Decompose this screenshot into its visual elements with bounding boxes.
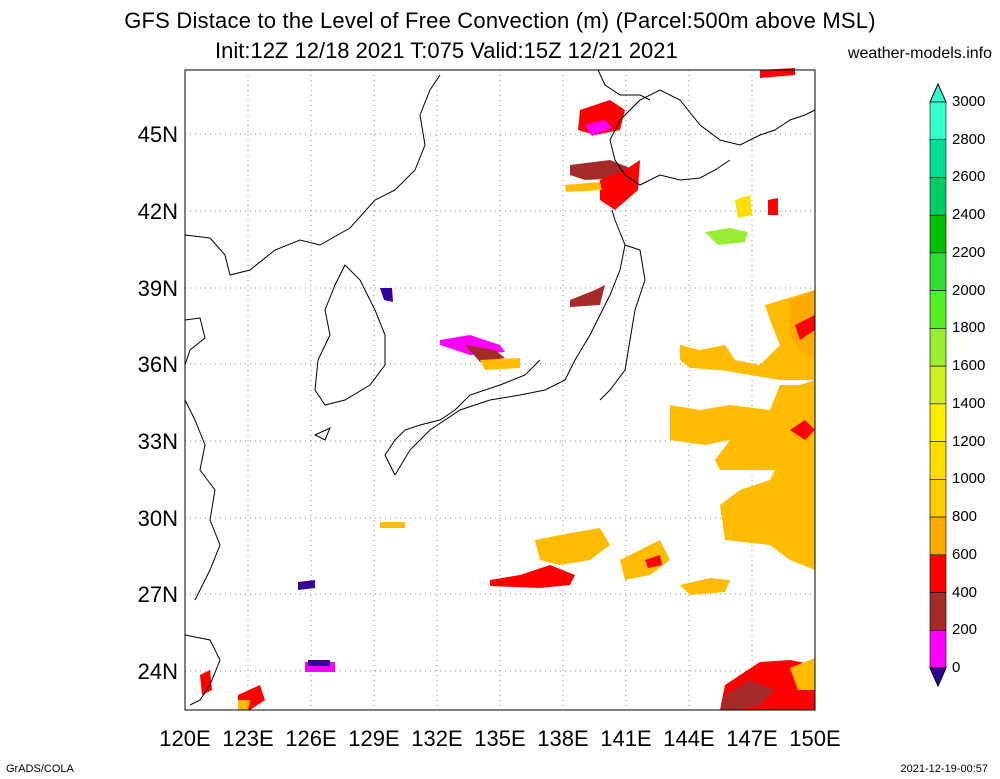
map-subtitle: Init:12Z 12/18 2021 T:075 Valid:15Z 12/2… (215, 38, 678, 63)
lat-label: 45N (137, 122, 178, 147)
colorbar-swatch (929, 441, 947, 480)
map-title: GFS Distace to the Level of Free Convect… (124, 8, 876, 33)
colorbar-label: 2400 (952, 206, 986, 224)
footer-credit: GrADS/COLA (6, 763, 74, 775)
colorbar-swatch (929, 101, 947, 141)
colorbar (929, 82, 947, 688)
lon-label: 123E (222, 726, 274, 751)
colorbar-label: 200 (952, 621, 978, 639)
colorbar-swatch (929, 365, 947, 405)
colorbar-swatch (929, 554, 947, 593)
colorbar-bottom-arrow (929, 667, 947, 688)
lon-label: 147E (726, 726, 778, 751)
colorbar-label: 3000 (952, 93, 986, 110)
lat-label: 27N (137, 582, 178, 607)
lon-label: 132E (411, 726, 463, 751)
colorbar-swatch (929, 629, 947, 669)
lat-label: 24N (137, 659, 178, 684)
colorbar-label: 2200 (952, 243, 986, 261)
colorbar-label: 2600 (952, 168, 986, 186)
lat-label: 36N (137, 352, 178, 377)
map-frame (184, 69, 816, 711)
colorbar-swatch (929, 139, 947, 178)
lon-label: 144E (663, 726, 715, 751)
colorbar-label: 2800 (952, 130, 986, 148)
lon-label: 150E (789, 726, 841, 751)
colorbar-label: 0 (952, 659, 961, 676)
colorbar-swatch (929, 214, 947, 254)
colorbar-label: 1400 (952, 394, 986, 412)
lfc-field (200, 68, 815, 710)
lon-label: 138E (537, 726, 589, 751)
colorbar-label: 800 (952, 508, 978, 526)
lon-label: 141E (600, 726, 652, 751)
colorbar-swatch (929, 252, 947, 291)
colorbar-swatch (929, 516, 947, 556)
colorbar-swatch (929, 403, 947, 442)
lon-label: 120E (159, 726, 211, 751)
colorbar-label: 600 (952, 545, 978, 563)
lat-label: 39N (137, 276, 178, 301)
site-credit: weather-models.info (847, 45, 992, 62)
lon-label: 135E (474, 726, 526, 751)
lat-label: 42N (137, 199, 178, 224)
colorbar-swatch (929, 328, 947, 367)
lat-label: 30N (137, 506, 178, 531)
coastlines (184, 69, 816, 706)
colorbar-swatch (929, 592, 947, 631)
colorbar-label: 400 (952, 583, 978, 601)
colorbar-label: 1000 (952, 470, 986, 488)
colorbar-label: 2000 (952, 281, 986, 299)
colorbar-label: 1200 (952, 432, 986, 450)
colorbar-label: 1800 (952, 319, 986, 337)
colorbar-swatch (929, 177, 947, 216)
lat-label: 33N (137, 429, 178, 454)
colorbar-swatch (929, 479, 947, 518)
colorbar-top-arrow (929, 82, 947, 103)
lon-label: 129E (348, 726, 400, 751)
colorbar-label: 1600 (952, 357, 986, 375)
colorbar-swatch (929, 290, 947, 329)
footer-timestamp: 2021-12-19-00:57 (900, 763, 988, 775)
lon-label: 126E (285, 726, 337, 751)
